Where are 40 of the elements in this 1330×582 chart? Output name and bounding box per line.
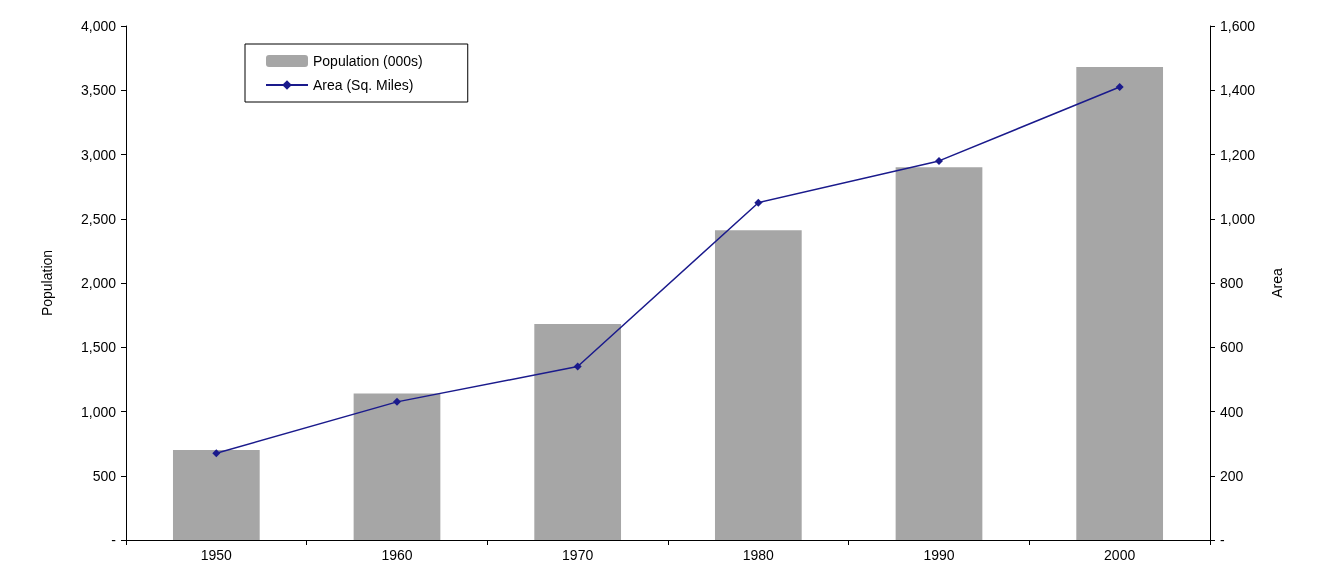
y-tick-label: -: [111, 532, 117, 548]
bar: [534, 324, 622, 540]
point: [212, 449, 221, 458]
x-tick-label: 1990: [923, 547, 955, 563]
x-tick-label: 1950: [200, 547, 233, 563]
x-tick-label: 1970: [562, 547, 594, 563]
y-tick-label: 2,500: [80, 210, 117, 227]
point: [935, 156, 943, 165]
y-tick-label: 500: [92, 467, 117, 484]
y2-tick-label: 400: [1220, 403, 1244, 420]
x-tick-label: 1960: [381, 547, 413, 563]
y2-tick-label: 600: [1220, 339, 1244, 356]
y-axis-title: Population: [39, 249, 55, 317]
bar: [714, 230, 802, 540]
y2-tick-label: 200: [1220, 467, 1244, 484]
point: [754, 198, 763, 207]
y-tick-label: 1,500: [80, 339, 117, 356]
x-tick-label: 1980: [742, 547, 775, 563]
y-tick-label: 2,000: [80, 275, 117, 291]
y-tick-label: 3,000: [80, 146, 117, 163]
bar: [895, 167, 983, 540]
bar: [353, 393, 441, 540]
point: [573, 362, 582, 371]
x-tick-label: 2000: [1104, 547, 1136, 563]
y2-tick-label: 800: [1220, 275, 1244, 291]
y-tick-label: 4,000: [80, 18, 117, 34]
legend-label: Population (000s): [313, 53, 423, 69]
y2-tick-label: 1,000: [1220, 210, 1256, 227]
y2-tick-label: -: [1220, 532, 1225, 548]
point: [1115, 83, 1124, 92]
bar: [1076, 67, 1164, 540]
y2-axis-title: Area: [1269, 268, 1285, 298]
bar: [172, 450, 260, 540]
y-tick-label: 1,000: [80, 403, 117, 420]
legend-label: Area (Sq. Miles): [313, 77, 414, 93]
point: [393, 397, 401, 406]
y2-tick-label: 1,600: [1220, 18, 1256, 34]
y2-tick-label: 1,400: [1220, 82, 1256, 99]
y2-tick-label: 1,200: [1220, 146, 1256, 163]
y-tick-label: 3,500: [80, 82, 117, 99]
